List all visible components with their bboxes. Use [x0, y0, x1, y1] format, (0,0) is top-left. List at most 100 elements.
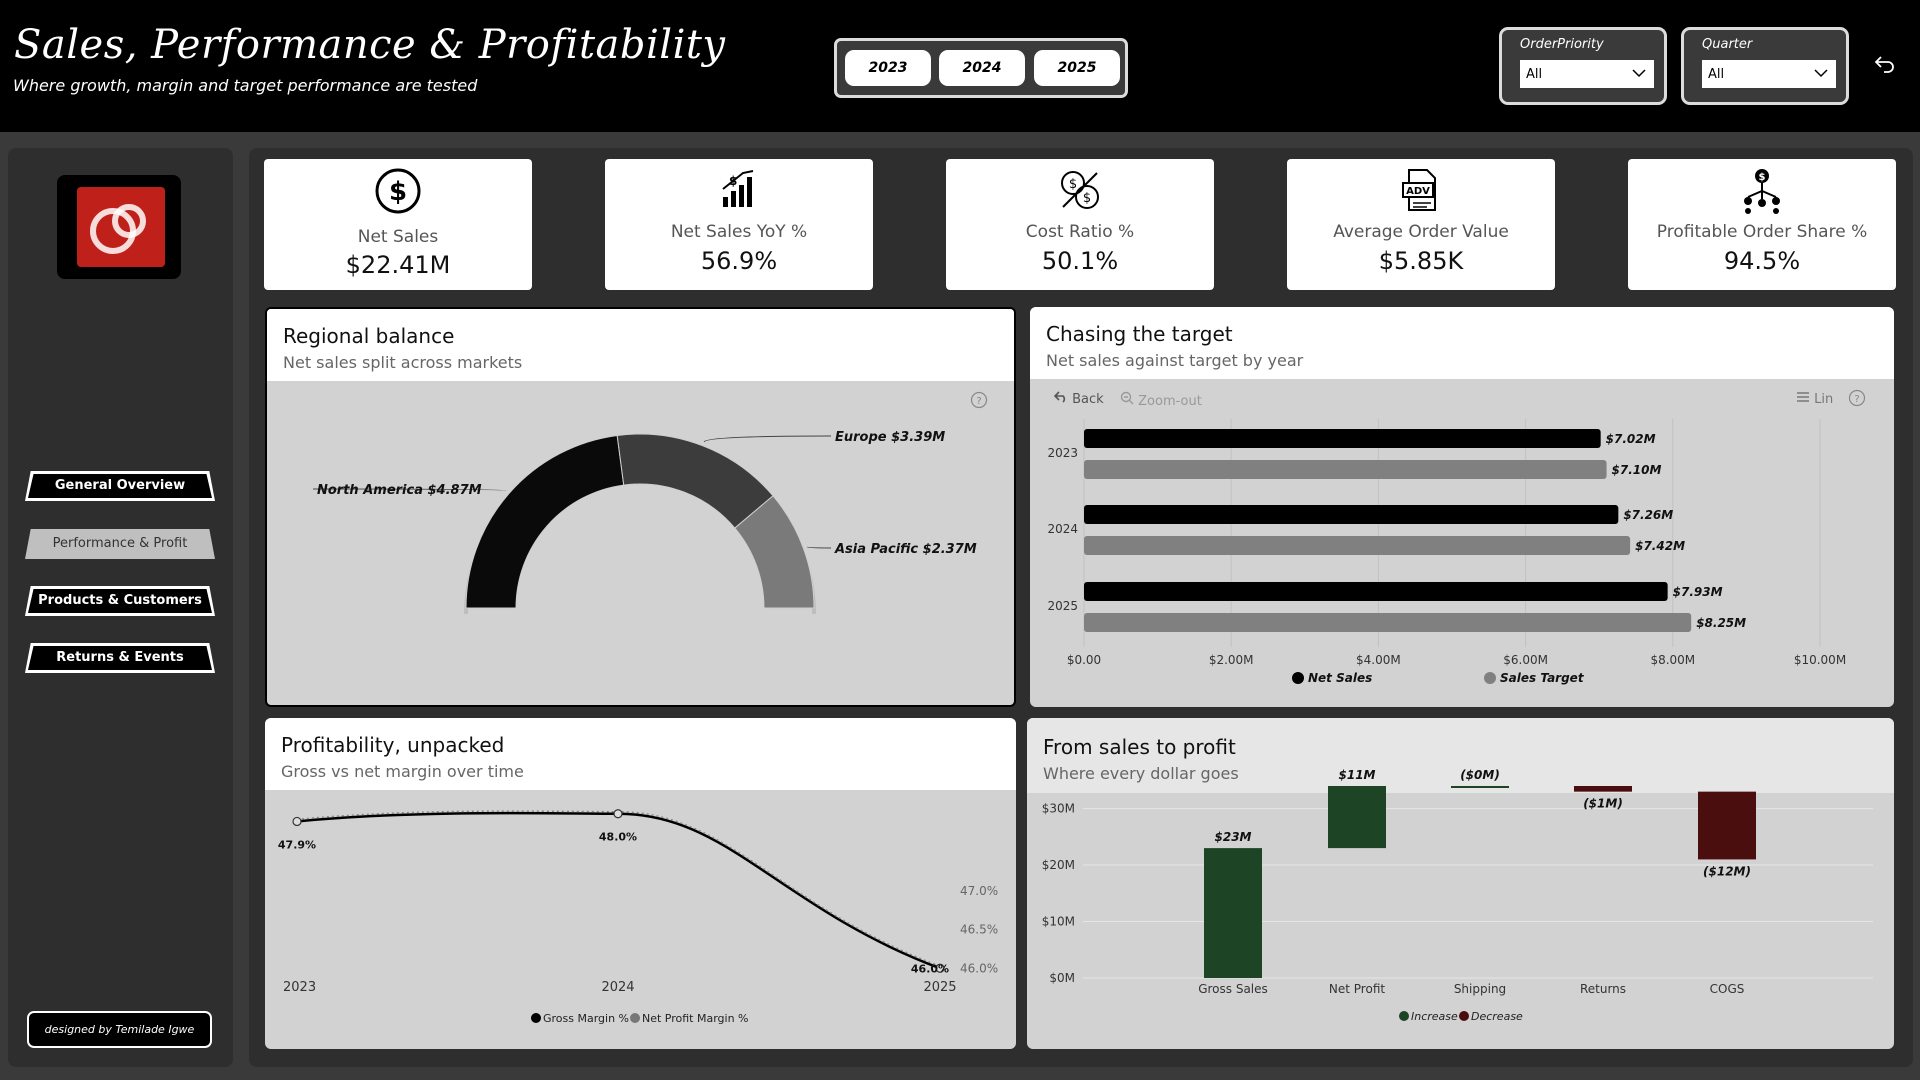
- y-tick-label: $10M: [1042, 915, 1075, 929]
- svg-text:ADV: ADV: [1406, 186, 1430, 197]
- svg-text:$: $: [1069, 177, 1077, 192]
- logo-mark-icon: [90, 204, 146, 254]
- bar-net-sales: [1084, 505, 1619, 524]
- panel-subtitle: Net sales split across markets: [283, 353, 523, 372]
- kpi-label: Cost Ratio %: [1025, 222, 1135, 242]
- donut-data-label: Europe $3.39M: [835, 430, 945, 445]
- nav-performance-profit[interactable]: Performance & Profit: [25, 529, 215, 559]
- year-button-2023[interactable]: 2023: [845, 50, 931, 86]
- line-data-label: 47.9%: [278, 838, 316, 851]
- kpi-label: Net Sales: [357, 227, 439, 247]
- y-tick-label: 2023: [1047, 446, 1078, 460]
- bar-data-label: $8.25M: [1696, 616, 1746, 630]
- panel-title: Regional balance: [283, 324, 455, 348]
- bar-sales-target: [1084, 613, 1692, 632]
- target-bar-chart: $0.00 $2.00M $4.00M $6.00M $8.00M $10.00M 2023…: [1047, 419, 1846, 685]
- legend-label: Net Profit Margin %: [642, 1012, 749, 1025]
- order-priority-filter: OrderPriority All: [1499, 27, 1667, 105]
- lin-scale-button[interactable]: Lin: [1796, 391, 1833, 407]
- bar-sales-target: [1084, 460, 1607, 479]
- page-subtitle: Where growth, margin and target performa…: [13, 76, 478, 95]
- bar-net-sales: [1084, 582, 1668, 601]
- panel-title: From sales to profit: [1043, 735, 1236, 759]
- nav-general-overview[interactable]: General Overview: [25, 471, 215, 501]
- kpi-card-profitable-order-share: $ Profitable Order Share % 94.5%: [1628, 159, 1896, 290]
- waterfall-data-label: ($12M): [1703, 864, 1751, 878]
- chevron-down-icon: [1632, 69, 1646, 78]
- panel-header: From sales to profit Where every dollar …: [1027, 718, 1894, 793]
- undo-icon: [1053, 391, 1066, 403]
- order-priority-dropdown[interactable]: All: [1520, 60, 1654, 88]
- kpi-card-net-sales-yoy: $ Net Sales YoY % 56.9%: [605, 159, 873, 290]
- panel-header: Chasing the target Net sales against tar…: [1030, 307, 1894, 379]
- nav-returns-events[interactable]: Returns & Events: [25, 643, 215, 673]
- panel-subtitle: Gross vs net margin over time: [281, 762, 524, 781]
- panel-subtitle: Net sales against target by year: [1046, 351, 1304, 370]
- waterfall-data-label: $23M: [1215, 830, 1252, 844]
- regional-donut-chart: North America $4.87M Europe $3.39M Asia Pa…: [312, 430, 977, 615]
- x-tick-label: $2.00M: [1209, 653, 1254, 667]
- x-tick-label: Net Profit: [1329, 982, 1385, 996]
- kpi-card-average-order-value: ADV Average Order Value $5.85K: [1287, 159, 1555, 290]
- lin-label: Lin: [1814, 392, 1834, 407]
- back-arrow-icon[interactable]: [1874, 54, 1896, 74]
- x-tick-label: Shipping: [1454, 982, 1506, 996]
- bar-data-label: $7.02M: [1606, 432, 1656, 446]
- donut-leader-line: [312, 488, 507, 492]
- line-point: [613, 809, 623, 819]
- waterfall-bar: [1698, 791, 1756, 860]
- cost-ratio-icon: $ $: [1061, 171, 1099, 209]
- designer-credit: designed by Temilade Igwe: [27, 1011, 212, 1048]
- dollar-circle-icon: $: [375, 168, 421, 214]
- legend-label: Decrease: [1471, 1010, 1523, 1023]
- help-icon[interactable]: ?: [970, 391, 988, 409]
- org-network-icon: $: [1744, 169, 1780, 214]
- nav-label: Returns & Events: [28, 646, 212, 670]
- kpi-value: 94.5%: [1723, 247, 1801, 275]
- bar-sales-target: [1084, 536, 1631, 555]
- nav-products-customers[interactable]: Products & Customers: [25, 586, 215, 616]
- year-button-2024[interactable]: 2024: [939, 50, 1025, 86]
- bar-data-label: $7.10M: [1612, 463, 1662, 477]
- zoom-out-label: Zoom-out: [1138, 394, 1202, 409]
- nav-label: General Overview: [28, 474, 212, 498]
- x-tick-label: Returns: [1580, 982, 1626, 996]
- waterfall-bar: [1574, 786, 1632, 792]
- quarter-label: Quarter: [1702, 37, 1753, 52]
- quarter-filter: Quarter All: [1681, 27, 1849, 105]
- x-tick-label: $10.00M: [1794, 653, 1846, 667]
- waterfall-bar: [1451, 786, 1509, 788]
- donut-slice-europe: [616, 433, 774, 529]
- help-icon[interactable]: ?: [1848, 389, 1866, 407]
- y-tick-label: 2024: [1047, 522, 1078, 536]
- bar-data-label: $7.26M: [1623, 508, 1673, 522]
- kpi-value: $5.85K: [1378, 247, 1464, 275]
- line-point: [292, 816, 302, 827]
- x-tick-label: Gross Sales: [1198, 982, 1268, 996]
- x-tick-label: 2024: [601, 980, 634, 995]
- x-tick-label: 2023: [283, 980, 316, 995]
- svg-text:?: ?: [976, 396, 981, 407]
- bar-net-sales: [1084, 429, 1601, 448]
- adv-document-icon: ADV: [1402, 169, 1436, 211]
- kpi-value: 50.1%: [1041, 247, 1119, 275]
- zoom-out-button[interactable]: Zoom-out: [1120, 391, 1202, 409]
- legend-label: Net Sales: [1308, 671, 1372, 685]
- margin-line-chart: 47.0% 46.5% 46.0% 2023 2024 2025 47.9% 48.0% 46.…: [278, 809, 998, 1025]
- y-tick-label: 46.5%: [960, 923, 998, 937]
- profitability-panel: Profitability, unpacked Gross vs net mar…: [265, 718, 1016, 1049]
- y-tick-label: 2025: [1047, 599, 1078, 613]
- donut-leader-line: [703, 435, 832, 443]
- regional-balance-panel: Regional balance Net sales split across …: [265, 307, 1016, 707]
- x-tick-label: 2025: [923, 980, 956, 995]
- waterfall-data-label: ($0M): [1460, 768, 1500, 782]
- panel-subtitle: Where every dollar goes: [1043, 764, 1239, 783]
- svg-text:$: $: [729, 174, 737, 188]
- order-priority-value: All: [1526, 67, 1543, 82]
- waterfall-bar: [1328, 786, 1386, 849]
- back-button[interactable]: Back: [1053, 391, 1104, 407]
- quarter-dropdown[interactable]: All: [1702, 60, 1836, 88]
- year-button-2025[interactable]: 2025: [1034, 50, 1120, 86]
- svg-text:$: $: [1759, 172, 1766, 183]
- line-point: [935, 963, 945, 973]
